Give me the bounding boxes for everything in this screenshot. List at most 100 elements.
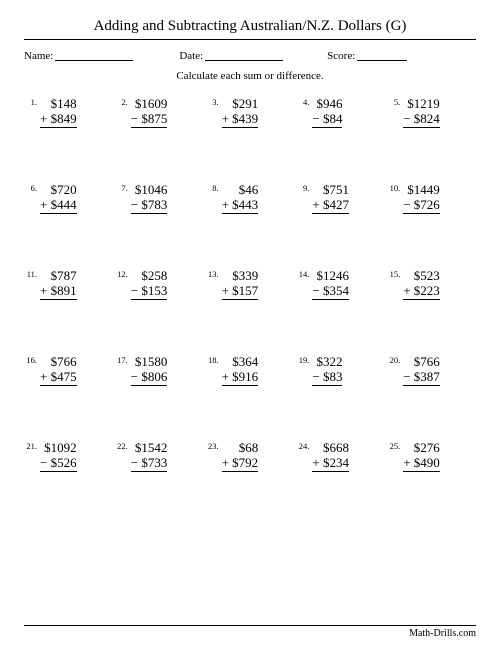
operand-bottom: − $83 [312, 369, 342, 384]
problem-number: 24. [298, 440, 312, 451]
problem-rule [312, 471, 349, 472]
operand-bottom: − $153 [131, 283, 168, 298]
problem-rule [403, 471, 440, 472]
operand-top: $46 [222, 182, 259, 197]
operand-top: $322 [312, 354, 342, 369]
problem: 9.$751+ $427 [298, 182, 383, 214]
problem: 7.$1046− $783 [117, 182, 202, 214]
problem-number: 3. [208, 96, 222, 107]
operand-bottom: − $84 [312, 111, 342, 126]
operand-bottom: − $875 [131, 111, 168, 126]
problem: 3.$291+ $439 [208, 96, 293, 128]
problem: 12.$258− $153 [117, 268, 202, 300]
problem-number: 11. [26, 268, 40, 279]
problem-number: 7. [117, 182, 131, 193]
operand-top: $68 [222, 440, 259, 455]
problem-number: 15. [389, 268, 403, 279]
problem-number: 10. [389, 182, 403, 193]
problem-number: 18. [208, 354, 222, 365]
problem-stack: $1092− $526 [40, 440, 77, 472]
title-rule [24, 39, 476, 40]
problem-stack: $339+ $157 [222, 268, 259, 300]
worksheet-page: Adding and Subtracting Australian/N.Z. D… [0, 0, 500, 647]
problem-rule [222, 213, 259, 214]
problem-stack: $1542− $733 [131, 440, 168, 472]
operand-bottom: − $733 [131, 455, 168, 470]
operand-bottom: + $792 [222, 455, 259, 470]
problem: 24.$668+ $234 [298, 440, 383, 472]
problem-stack: $322− $83 [312, 354, 342, 386]
operand-top: $766 [403, 354, 440, 369]
problem-number: 4. [298, 96, 312, 107]
operand-bottom: + $439 [222, 111, 259, 126]
problem-rule [222, 471, 259, 472]
problem-rule [131, 213, 168, 214]
problem-rule [222, 299, 259, 300]
problem: 21.$1092− $526 [26, 440, 111, 472]
problem-number: 13. [208, 268, 222, 279]
operand-top: $1046 [131, 182, 168, 197]
problem-stack: $523+ $223 [403, 268, 440, 300]
problem-number: 9. [298, 182, 312, 193]
problem-number: 1. [26, 96, 40, 107]
problem-stack: $258− $153 [131, 268, 168, 300]
problem-rule [40, 471, 77, 472]
problem-rule [40, 213, 77, 214]
problem: 13.$339+ $157 [208, 268, 293, 300]
problem-rule [312, 299, 349, 300]
problem-rule [131, 127, 168, 128]
operand-top: $523 [403, 268, 440, 283]
operand-top: $751 [312, 182, 349, 197]
problem-number: 23. [208, 440, 222, 451]
problem-stack: $1609− $875 [131, 96, 168, 128]
problem-stack: $46+ $443 [222, 182, 259, 214]
operand-top: $258 [131, 268, 168, 283]
score-field[interactable] [357, 50, 407, 61]
operand-bottom: − $387 [403, 369, 440, 384]
operand-bottom: + $443 [222, 197, 259, 212]
problem-stack: $291+ $439 [222, 96, 259, 128]
page-title: Adding and Subtracting Australian/N.Z. D… [24, 18, 476, 35]
problem-number: 5. [389, 96, 403, 107]
problem-stack: $68+ $792 [222, 440, 259, 472]
operand-top: $1580 [131, 354, 168, 369]
problem: 17.$1580− $806 [117, 354, 202, 386]
operand-top: $364 [222, 354, 259, 369]
footer-text: Math-Drills.com [24, 625, 476, 639]
problem: 8.$46+ $443 [208, 182, 293, 214]
name-field[interactable] [55, 50, 133, 61]
problem-number: 12. [117, 268, 131, 279]
problem: 14.$1246− $354 [298, 268, 383, 300]
operand-top: $1246 [312, 268, 349, 283]
problem: 18.$364+ $916 [208, 354, 293, 386]
problem-rule [40, 385, 77, 386]
problem-rule [40, 127, 77, 128]
operand-bottom: − $824 [403, 111, 440, 126]
operand-bottom: − $783 [131, 197, 168, 212]
operand-bottom: − $726 [403, 197, 440, 212]
problem-stack: $1246− $354 [312, 268, 349, 300]
problem-stack: $1046− $783 [131, 182, 168, 214]
problem-stack: $720+ $444 [40, 182, 77, 214]
problem-stack: $751+ $427 [312, 182, 349, 214]
problem: 20.$766− $387 [389, 354, 474, 386]
date-label: Date: [179, 50, 203, 62]
operand-bottom: + $427 [312, 197, 349, 212]
problem-rule [403, 213, 440, 214]
problem-number: 2. [117, 96, 131, 107]
operand-bottom: + $444 [40, 197, 77, 212]
operand-bottom: − $806 [131, 369, 168, 384]
problem-number: 6. [26, 182, 40, 193]
operand-top: $1542 [131, 440, 168, 455]
operand-bottom: + $849 [40, 111, 77, 126]
operand-top: $148 [40, 96, 77, 111]
problem: 10.$1449− $726 [389, 182, 474, 214]
problem-number: 21. [26, 440, 40, 451]
date-field[interactable] [205, 50, 283, 61]
operand-top: $1092 [40, 440, 77, 455]
problem-number: 8. [208, 182, 222, 193]
operand-bottom: + $891 [40, 283, 77, 298]
operand-bottom: + $234 [312, 455, 349, 470]
operand-top: $720 [40, 182, 77, 197]
operand-bottom: + $475 [40, 369, 77, 384]
